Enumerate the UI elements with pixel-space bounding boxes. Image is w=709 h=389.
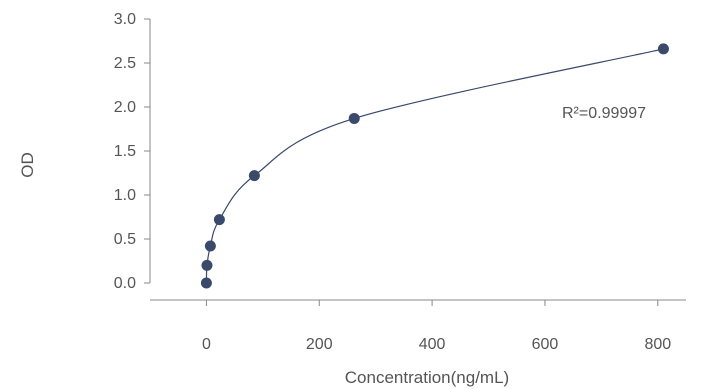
data-point (213, 214, 225, 226)
data-point (248, 170, 260, 182)
y-tick-label: 2.5 (114, 55, 136, 72)
y-tick-label: 0.0 (114, 275, 136, 292)
y-axis-title: OD (18, 152, 37, 178)
data-point (348, 112, 360, 124)
x-axis: 0 200 400 600 800 (150, 299, 686, 353)
data-point (204, 240, 216, 252)
r-squared-annotation: R²=0.99997 (562, 105, 646, 122)
x-tick-label: 0 (202, 336, 211, 353)
data-points (200, 43, 669, 289)
y-tick-label: 0.5 (114, 231, 136, 248)
data-point (200, 277, 212, 289)
x-tick-label: 200 (306, 336, 333, 353)
y-tick-label: 1.0 (114, 187, 136, 204)
fit-curve (205, 48, 664, 284)
x-tick-label: 600 (532, 336, 559, 353)
y-tick-label: 2.0 (114, 99, 136, 116)
y-tick-label: 3.0 (114, 11, 136, 28)
y-tick-label: 1.5 (114, 143, 136, 160)
y-axis: 0.0 0.5 1.0 1.5 2.0 2.5 3.0 (114, 11, 151, 292)
data-point (201, 259, 213, 271)
x-tick-label: 800 (644, 336, 671, 353)
data-point (657, 43, 669, 55)
x-axis-title: Concentration(ng/mL) (345, 368, 509, 387)
x-tick-label: 400 (419, 336, 446, 353)
